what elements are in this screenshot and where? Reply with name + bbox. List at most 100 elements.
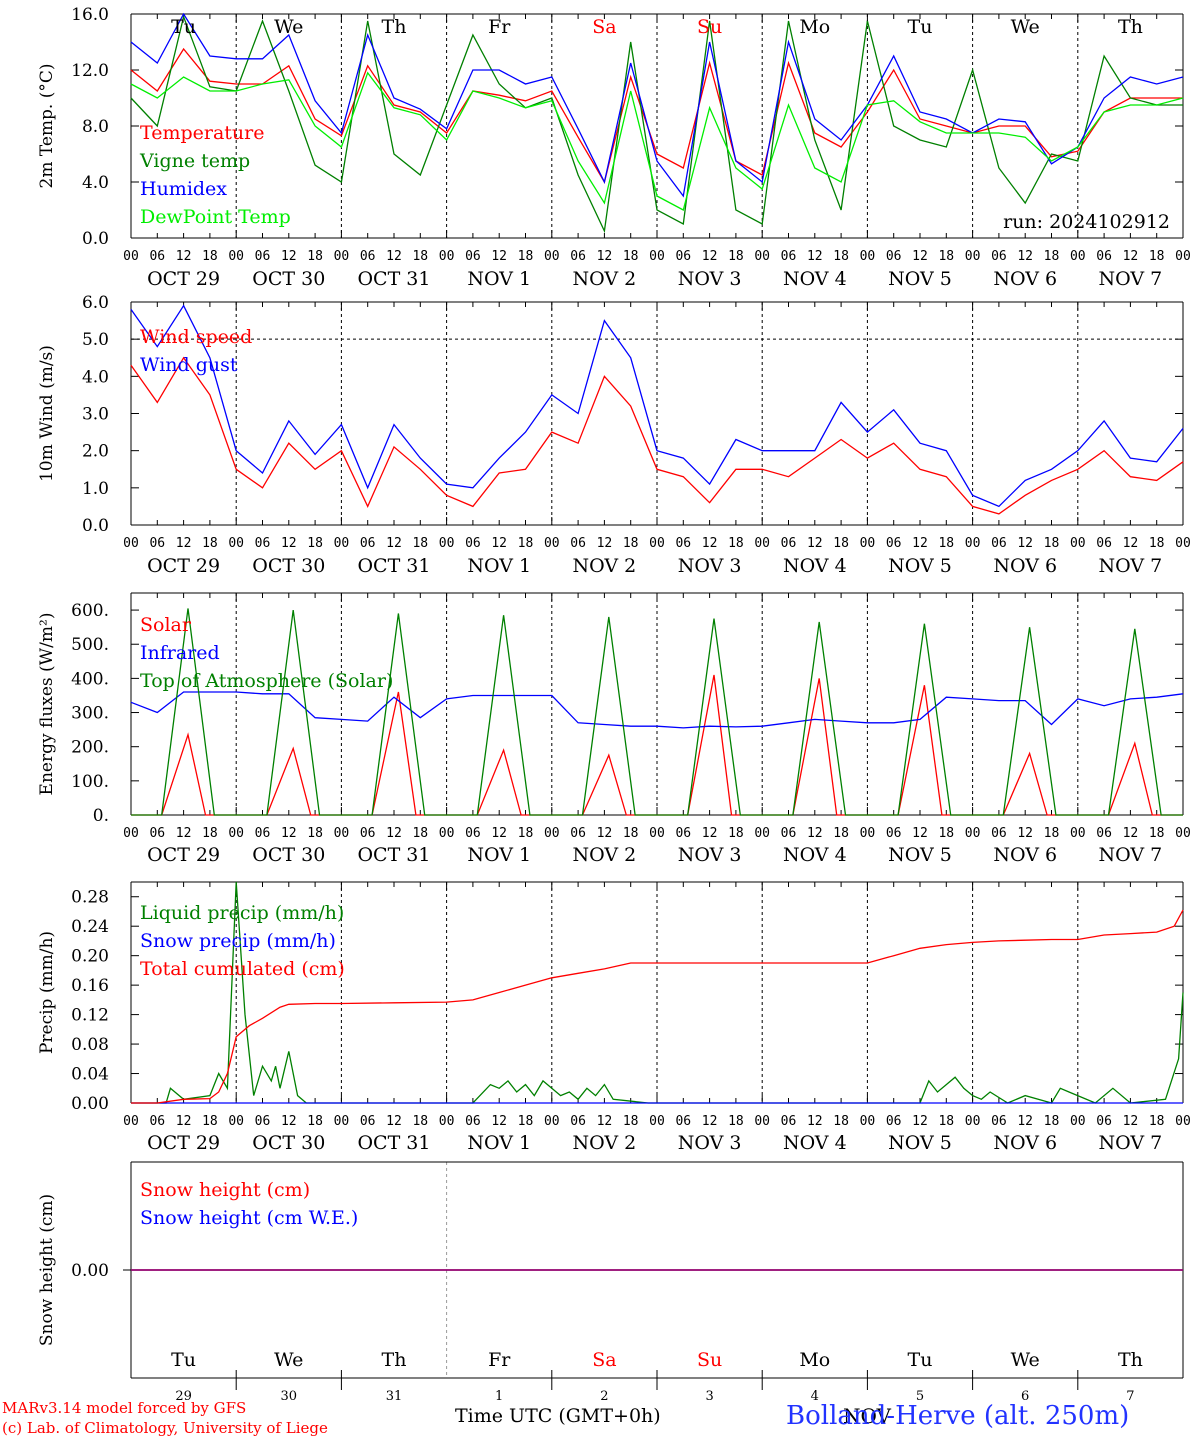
weekday-label: Sa: [592, 1349, 616, 1371]
weekday-label: Tu: [171, 1349, 196, 1371]
hour-tick-label: 00: [228, 1114, 244, 1129]
hour-tick-label: 18: [412, 1114, 428, 1129]
legend-entry: Snow precip (mm/h): [140, 930, 336, 952]
legend-entry: Humidex: [140, 178, 227, 200]
hour-tick-label: 12: [386, 536, 402, 551]
hour-tick-label: 06: [360, 536, 376, 551]
date-label: NOV 7: [1099, 1132, 1163, 1154]
date-label: NOV 4: [783, 844, 847, 866]
hour-tick-label: 12: [281, 1114, 297, 1129]
legend-entry: Snow height (cm W.E.): [140, 1207, 358, 1229]
run-annotation: run: 2024102912: [1003, 211, 1170, 233]
date-label: OCT 30: [252, 268, 325, 290]
weekday-label: Th: [1118, 1349, 1143, 1371]
weekday-label: We: [274, 16, 303, 38]
hour-tick-label: 12: [386, 826, 402, 841]
hour-tick-label: 12: [386, 249, 402, 264]
hour-tick-label: 06: [886, 249, 902, 264]
hour-tick-label: 18: [623, 826, 639, 841]
hour-tick-label: 18: [518, 1114, 534, 1129]
month-under-station: NOV: [843, 1404, 891, 1428]
day-number-label: 31: [386, 1389, 403, 1404]
legend-entry: Vigne temp: [139, 150, 250, 172]
weekday-label: Tu: [171, 16, 196, 38]
hour-tick-label: 06: [570, 826, 586, 841]
date-label: OCT 31: [357, 268, 430, 290]
date-label: NOV 5: [888, 844, 952, 866]
hour-tick-label: 18: [1149, 536, 1165, 551]
hour-tick-label: 06: [886, 826, 902, 841]
y-tick-label: 0.0: [82, 516, 109, 536]
date-label: NOV 2: [573, 555, 637, 577]
hour-tick-label: 18: [1044, 826, 1060, 841]
legend-entry: DewPoint Temp: [140, 206, 291, 228]
date-label: OCT 31: [357, 555, 430, 577]
hour-tick-label: 12: [1123, 249, 1139, 264]
panel-snow: 0.00 Snow height (cm) Snow height (cm) Snow…: [37, 1161, 1184, 1404]
hour-tick-label: 12: [597, 1114, 613, 1129]
y-tick-label: 4.0: [82, 367, 109, 387]
hour-tick-label: 00: [860, 826, 876, 841]
hour-tick-label: 06: [886, 1114, 902, 1129]
hour-tick-label: 18: [623, 536, 639, 551]
y-tick-label: 0.00: [71, 1094, 109, 1114]
hour-tick-label: 06: [149, 1114, 165, 1129]
hour-tick-label: 00: [544, 536, 560, 551]
hour-tick-label: 12: [1123, 1114, 1139, 1129]
y-tick-label: 0.24: [71, 917, 109, 937]
hour-tick-label: 06: [360, 1114, 376, 1129]
panel-wind: 0.0 1.0 2.0 3.0 4.0 5.0 6.0 10m Wind (m/s) 00 06 1…: [37, 293, 1191, 577]
hour-tick-label: 00: [544, 1114, 560, 1129]
hour-tick-label: 18: [1149, 826, 1165, 841]
hour-tick-label: 00: [754, 249, 770, 264]
hour-tick-label: 00: [1175, 536, 1191, 551]
weekday-label: Tu: [908, 1349, 933, 1371]
weekday-label: Su: [697, 1349, 722, 1371]
day-number-label: 6: [1021, 1389, 1029, 1404]
hour-tick-label: 00: [439, 826, 455, 841]
hour-tick-label: 00: [544, 249, 560, 264]
hour-tick-label: 06: [675, 826, 691, 841]
date-label: NOV 7: [1099, 268, 1163, 290]
hour-tick-label: 18: [623, 249, 639, 264]
date-label: NOV 1: [467, 555, 531, 577]
hour-tick-label: 12: [1123, 826, 1139, 841]
date-label: NOV 1: [467, 1132, 531, 1154]
day-number-label: 29: [175, 1389, 192, 1404]
hour-tick-label: 06: [781, 826, 797, 841]
hour-tick-label: 06: [255, 826, 271, 841]
hour-tick-label: 00: [439, 1114, 455, 1129]
hour-tick-label: 18: [728, 826, 744, 841]
y-tick-label: 0.12: [71, 1006, 109, 1026]
date-label: NOV 2: [573, 268, 637, 290]
hour-tick-label: 00: [649, 1114, 665, 1129]
hour-tick-label: 12: [702, 1114, 718, 1129]
model-credit: MARv3.14 model forced by GFS: [2, 1399, 247, 1417]
date-label: NOV 1: [467, 268, 531, 290]
weekday-label: Sa: [592, 16, 616, 38]
hour-tick-label: 06: [781, 249, 797, 264]
hour-tick-label: 06: [781, 1114, 797, 1129]
date-label: NOV 3: [678, 268, 742, 290]
legend-entry: Snow height (cm): [140, 1179, 310, 1201]
hour-tick-label: 06: [781, 536, 797, 551]
hour-tick-label: 12: [281, 826, 297, 841]
date-label: OCT 30: [252, 844, 325, 866]
series-line-top-of-atmosphere-solar-: [131, 608, 1183, 816]
hour-tick-label: 00: [334, 1114, 350, 1129]
hour-tick-label: 18: [938, 536, 954, 551]
series-line-total-cumulated-cm-: [131, 909, 1184, 1104]
hour-tick-label: 06: [149, 826, 165, 841]
hour-tick-label: 12: [176, 536, 192, 551]
hour-tick-label: 00: [1070, 249, 1086, 264]
date-label: NOV 4: [783, 1132, 847, 1154]
weekday-label: Mo: [799, 1349, 830, 1371]
hour-tick-label: 12: [807, 826, 823, 841]
date-label: OCT 29: [147, 844, 220, 866]
weekday-label: We: [1011, 1349, 1040, 1371]
hour-tick-label: 12: [491, 1114, 507, 1129]
hour-tick-label: 12: [281, 249, 297, 264]
date-label: NOV 3: [678, 844, 742, 866]
hour-tick-label: 18: [202, 1114, 218, 1129]
y-tick-label: 0.28: [71, 888, 109, 908]
